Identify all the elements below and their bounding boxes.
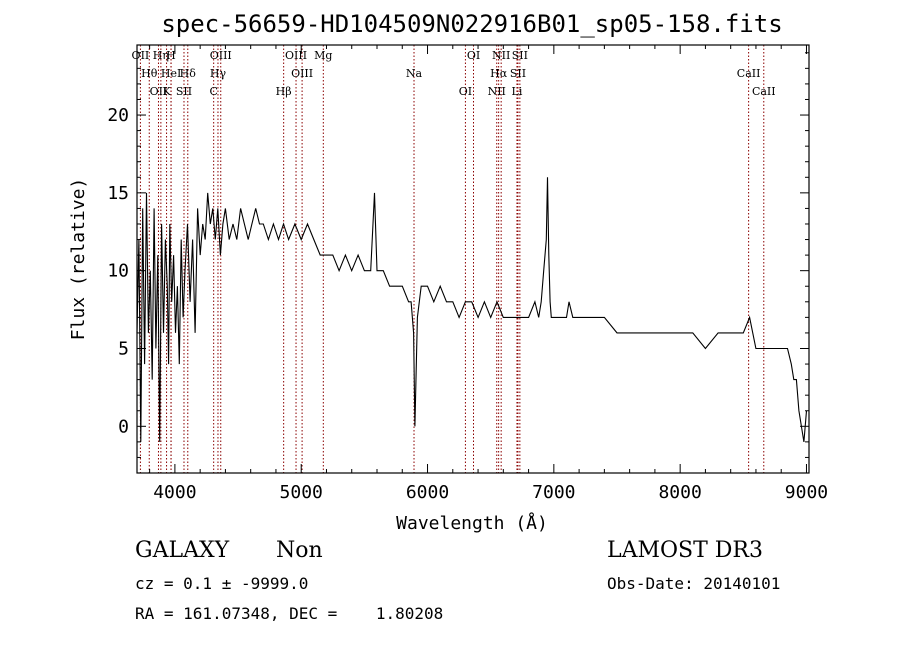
coordinates-readout: RA = 161.07348, DEC = 1.80208 bbox=[135, 604, 444, 623]
line-marker-label: NII bbox=[488, 85, 506, 98]
line-marker-label: CaII bbox=[737, 67, 761, 80]
line-marker-label: OIII bbox=[291, 67, 313, 80]
survey-name: LAMOST DR3 bbox=[607, 538, 763, 563]
line-marker-label: C bbox=[209, 85, 217, 98]
line-marker-label: CaII bbox=[752, 85, 776, 98]
line-marker-label: Hη bbox=[153, 49, 169, 62]
spectrum-series-line bbox=[136, 177, 808, 442]
line-marker-label: Mg bbox=[314, 49, 332, 62]
spectral-line-markers bbox=[139, 45, 765, 473]
line-marker-label: OI bbox=[467, 49, 480, 62]
y-axis-label: Flux (relative) bbox=[68, 178, 89, 341]
line-marker-label: OIII bbox=[285, 49, 307, 62]
line-marker-label: OIII bbox=[210, 49, 232, 62]
y-tick-label: 20 bbox=[107, 105, 129, 126]
line-marker-label: OI bbox=[459, 85, 472, 98]
line-marker-label: Hγ bbox=[210, 67, 227, 80]
y-tick-label: 5 bbox=[118, 338, 129, 359]
x-tick-label: 6000 bbox=[406, 482, 449, 503]
x-tick-label: 5000 bbox=[280, 482, 323, 503]
object-subclass: Non bbox=[276, 538, 323, 563]
object-class: GALAXY bbox=[135, 538, 230, 563]
spectral-line-labels: OIIHθOIIHηHeIKHHδSIIOIIIHγCOIIIOIIIHβMgN… bbox=[132, 49, 776, 98]
line-marker-label: Hβ bbox=[276, 85, 292, 98]
x-tick-label: 7000 bbox=[532, 482, 575, 503]
redshift-readout: cz = 0.1 ± -9999.0 bbox=[135, 574, 309, 593]
x-tick-label: 8000 bbox=[658, 482, 701, 503]
line-marker-label: H bbox=[166, 49, 176, 62]
x-axis-ticks: 4000 5000 6000 7000 8000 9000 bbox=[149, 45, 828, 503]
x-tick-label: 4000 bbox=[153, 482, 196, 503]
line-marker-label: NII bbox=[492, 49, 510, 62]
y-tick-label: 10 bbox=[107, 261, 129, 282]
x-tick-label: 9000 bbox=[785, 482, 828, 503]
x-axis-label: Wavelength (Å) bbox=[396, 512, 548, 534]
line-marker-label: OII bbox=[132, 49, 150, 62]
line-marker-label: K bbox=[162, 85, 171, 98]
line-marker-label: Hα bbox=[490, 67, 508, 80]
line-marker-label: HeI bbox=[161, 67, 181, 80]
line-marker-label: SII bbox=[510, 67, 526, 80]
observation-date: Obs-Date: 20140101 bbox=[607, 574, 781, 593]
line-marker-label: Hθ bbox=[141, 67, 158, 80]
line-marker-label: Hδ bbox=[180, 67, 197, 80]
line-marker-label: SII bbox=[512, 49, 528, 62]
line-marker-label: SII bbox=[176, 85, 192, 98]
line-marker-label: Na bbox=[406, 67, 423, 80]
line-marker-label: Li bbox=[512, 85, 523, 98]
chart-title: spec-56659-HD104509N022916B01_sp05-158.f… bbox=[161, 10, 782, 38]
y-tick-label: 15 bbox=[107, 183, 129, 204]
y-axis-ticks: 0 5 10 15 20 bbox=[107, 52, 809, 458]
line-marker-label: OII bbox=[150, 85, 168, 98]
plot-frame bbox=[136, 44, 810, 474]
y-tick-label: 0 bbox=[118, 416, 129, 437]
